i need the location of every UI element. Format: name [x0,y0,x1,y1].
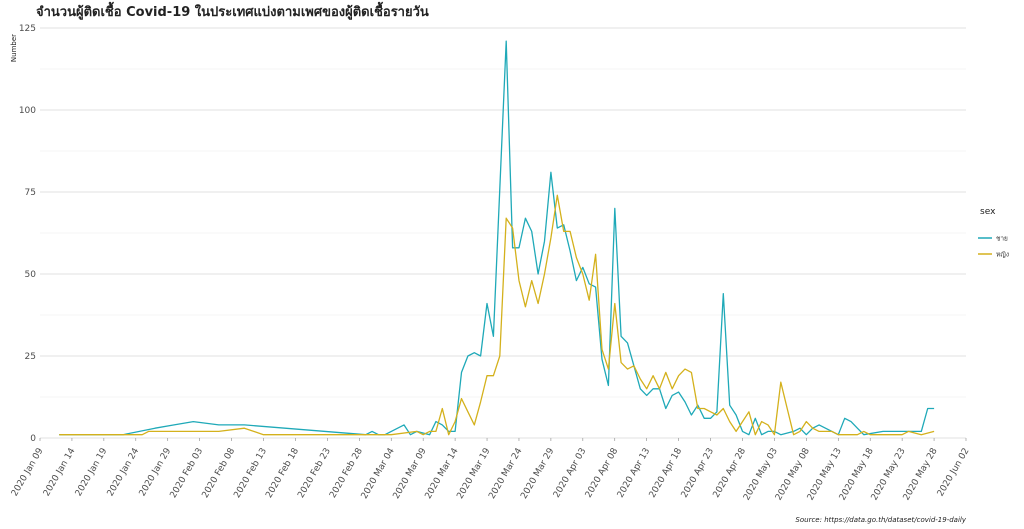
y-tick-label: 50 [25,270,37,280]
x-tick-label: 2020 May 23 [870,447,908,503]
x-tick-label: 2020 Mar 24 [487,446,524,501]
series-lines [59,40,935,436]
x-tick-label: 2020 Apr 13 [616,447,652,500]
chart-title: จำนวนผู้ติดเชื้อ Covid-19 ในประเทศแบ่งตา… [36,5,429,20]
source-caption: Source: https://data.go.th/dataset/covid… [795,516,966,524]
x-tick-label: 2020 Apr 08 [584,446,621,499]
legend-label-1: ชาย [996,235,1008,243]
x-tick-label: 2020 Jun 02 [936,447,972,499]
x-tick-label: 2020 Mar 29 [519,446,556,501]
x-tick-label: 2020 May 03 [742,447,780,503]
y-tick-label: 125 [19,24,36,34]
y-tick-label: 0 [30,434,36,444]
x-tick-label: 2020 Feb 03 [169,447,206,501]
legend-title: sex [980,207,996,217]
x-tick-label: 2020 May 18 [838,446,876,502]
y-axis-title: Number [10,34,18,62]
y-tick-label: 100 [19,106,36,116]
x-tick-label: 2020 Apr 18 [648,446,685,499]
x-tick-label: 2020 May 08 [774,446,812,502]
x-tick-label: 2020 Apr 03 [552,447,588,500]
x-tick-label: 2020 Feb 28 [328,446,365,500]
x-tick-label: 2020 Jan 09 [10,446,46,498]
x-tick-label: 2020 May 13 [806,447,844,503]
x-tick-label: 2020 Jan 14 [42,446,78,498]
x-tick-label: 2020 May 28 [902,446,940,502]
x-tick-label: 2020 Feb 23 [296,447,333,501]
x-tick-label: 2020 Mar 19 [455,446,492,501]
x-tick-label: 2020 Jan 24 [106,446,142,498]
grid-lines [40,27,966,439]
x-tick-label: 2020 Apr 28 [712,446,749,499]
x-tick-label: 2020 Mar 04 [360,446,397,501]
x-tick-label: 2020 Feb 18 [264,446,301,500]
series-line-1 [59,40,935,436]
series-line-2 [59,194,935,436]
y-tick-label: 75 [25,188,36,198]
legend-label-2: หญิง [996,251,1009,259]
y-tick-label: 25 [25,352,36,362]
x-tick-label: 2020 Mar 14 [424,446,461,501]
x-tick-label: 2020 Jan 29 [138,446,174,498]
x-tick-label: 2020 Apr 23 [680,447,716,500]
x-tick-label: 2020 Feb 08 [201,446,238,500]
x-tick-label: 2020 Feb 13 [232,447,269,501]
x-tick-label: 2020 Mar 09 [392,446,429,501]
x-tick-label: 2020 Jan 19 [74,446,110,498]
